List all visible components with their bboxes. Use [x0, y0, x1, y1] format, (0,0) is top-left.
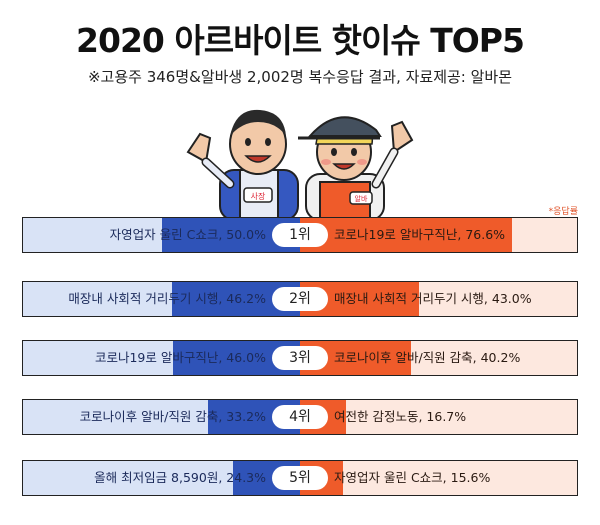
chart-title: 2020 아르바이트 핫이슈 TOP5	[76, 21, 525, 60]
worker-bar-label: 매장내 사회적 거리두기 시행, 43.0%	[334, 291, 532, 306]
employer-bar-label: 매장내 사회적 거리두기 시행, 46.2%	[68, 291, 266, 306]
rank-badge: 1위	[272, 223, 328, 247]
worker-bar-track	[300, 400, 577, 434]
rank-badge: 3위	[272, 346, 328, 370]
employer-bar-track	[23, 218, 300, 252]
worker-bar-label: 자영업자 울린 C쇼크, 15.6%	[334, 470, 491, 485]
response-rate-note: *응답률	[548, 207, 578, 217]
chart-subtitle: ※고용주 346명&알바생 2,002명 복수응답 결과, 자료제공: 알바몬	[87, 68, 513, 86]
employer-badge-text: 사장	[251, 191, 266, 201]
ranking-row: 코로나19로 알바구직난, 46.0% 코로나이후 알바/직원 감축, 40.2%…	[22, 340, 578, 376]
employer-bar-label: 올해 최저임금 8,590원, 24.3%	[94, 470, 266, 485]
worker-bar	[300, 218, 513, 252]
employer-bar-label: 자영업자 울린 C쇼크, 50.0%	[109, 227, 266, 242]
worker-bar-label: 여전한 감정노동, 16.7%	[334, 409, 467, 424]
rank-badge: 2위	[272, 287, 328, 311]
ranking-row: 자영업자 울린 C쇼크, 50.0% 코로나19로 알바구직난, 76.6% 1위	[22, 217, 578, 253]
employer-bar-label: 코로나19로 알바구직난, 46.0%	[94, 350, 266, 365]
employer-character: 사장	[186, 109, 299, 220]
characters-illustration: 사장 알바	[186, 109, 414, 220]
worker-bar-track	[300, 218, 577, 252]
worker-bar-label: 코로나19로 알바구직난, 76.6%	[334, 227, 506, 242]
ranking-row: 매장내 사회적 거리두기 시행, 46.2% 매장내 사회적 거리두기 시행, 4…	[22, 281, 578, 317]
ranking-row: 올해 최저임금 8,590원, 24.3% 자영업자 울린 C쇼크, 15.6% 5…	[22, 460, 578, 496]
worker-badge-text: 알바	[355, 194, 368, 203]
worker-character: 알바	[298, 116, 414, 220]
rank-badge: 4위	[272, 405, 328, 429]
ranking-row: 코로나이후 알바/직원 감축, 33.2% 여전한 감정노동, 16.7% 4위	[22, 399, 578, 435]
employer-bar-label: 코로나이후 알바/직원 감축, 33.2%	[79, 409, 266, 424]
worker-bar-label: 코로나이후 알바/직원 감축, 40.2%	[334, 350, 521, 365]
rank-badge: 5위	[272, 466, 328, 490]
